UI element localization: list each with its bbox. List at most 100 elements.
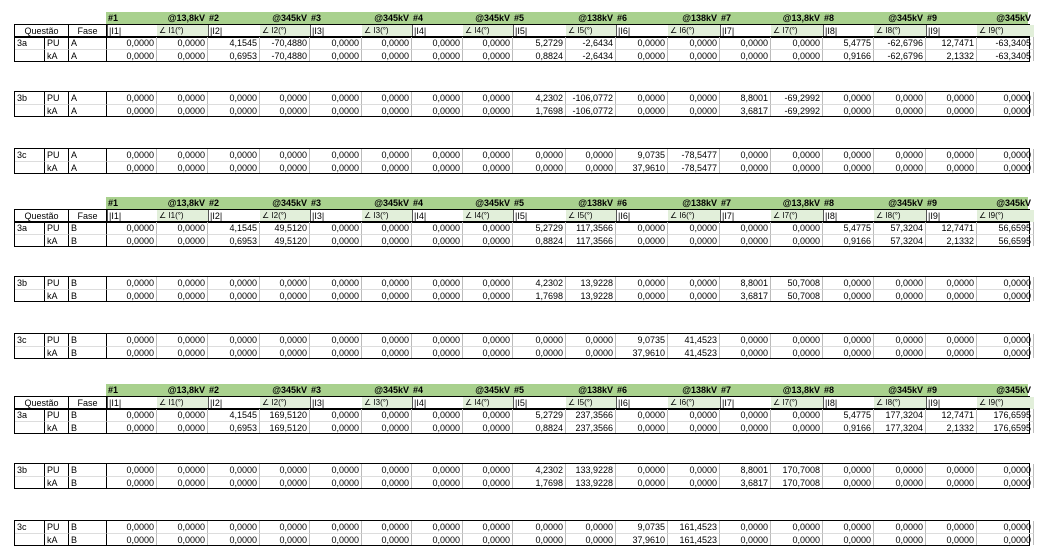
- value-cell: 4,1545: [208, 37, 260, 49]
- value-cell: 0,0000: [720, 421, 771, 433]
- value-cell: 0,0000: [157, 277, 208, 289]
- value-cell: 0,8824: [513, 49, 566, 61]
- value-cell: 0,0000: [926, 289, 977, 301]
- value-cell: 0,0000: [823, 476, 874, 488]
- value-cell: 0,0000: [977, 149, 1034, 161]
- value-cell: 0,0000: [107, 521, 157, 533]
- bus-number-label: #8: [824, 198, 835, 208]
- value-cell: 0,0000: [874, 104, 926, 116]
- value-cell: 0,0000: [362, 464, 412, 476]
- magnitude-header-7: |I7|: [720, 397, 771, 409]
- magnitude-header-8: |I8|: [823, 397, 874, 409]
- angle-header-7: ∠ I7(°): [771, 210, 823, 222]
- questao-cell: 3b: [15, 277, 45, 289]
- value-cell: 9,0735: [616, 149, 668, 161]
- value-cell: 0,0000: [771, 346, 823, 358]
- value-cell: 0,0000: [616, 464, 668, 476]
- value-cell: 57,3204: [874, 222, 926, 234]
- value-cell: 5,2729: [513, 222, 566, 234]
- value-cell: 0,0000: [107, 104, 157, 116]
- value-cell: 0,0000: [362, 346, 412, 358]
- value-cell: 8,8001: [720, 92, 771, 104]
- table-row: 3a PU A 0,0000 0,0000 4,1545 -70,4880 0,0000 0,0…: [15, 37, 1034, 49]
- value-cell: 237,3566: [566, 421, 616, 433]
- bus-number-label: #6: [617, 13, 628, 23]
- questao-cell: 3b: [15, 464, 45, 476]
- value-cell: 0,0000: [107, 334, 157, 346]
- value-cell: 0,0000: [208, 476, 260, 488]
- value-cell: 0,0000: [157, 464, 208, 476]
- fase-cell: B: [69, 521, 107, 533]
- value-cell: 0,0000: [823, 277, 874, 289]
- value-cell: 0,0000: [616, 49, 668, 61]
- value-cell: 37,9610: [616, 161, 668, 173]
- fase-cell: B: [69, 421, 107, 433]
- value-cell: 0,0000: [157, 476, 208, 488]
- value-cell: 0,0000: [362, 409, 412, 421]
- angle-header-5: ∠ I5(°): [566, 25, 616, 37]
- table-row: kA A 0,0000 0,0000 0,6953 -70,4880 0,0000 0,000…: [15, 49, 1034, 61]
- question-block-3b: 3b PU B 0,0000 0,0000 0,0000 0,0000 0,0000 0,000…: [14, 276, 1034, 302]
- value-cell: 0,0000: [107, 234, 157, 246]
- value-cell: 133,9228: [566, 476, 616, 488]
- questao-cell: 3a: [15, 222, 45, 234]
- angle-header-1: ∠ I1(°): [157, 397, 208, 409]
- value-cell: 0,6953: [208, 421, 260, 433]
- value-cell: 0,0000: [362, 334, 412, 346]
- value-cell: 0,0000: [616, 92, 668, 104]
- value-cell: 0,0000: [362, 533, 412, 545]
- value-cell: 0,0000: [412, 409, 463, 421]
- value-cell: 0,0000: [874, 92, 926, 104]
- bus-voltage-label: @345kV: [272, 385, 307, 395]
- value-cell: 5,4775: [823, 409, 874, 421]
- value-cell: 3,6817: [720, 289, 771, 301]
- value-cell: 0,0000: [874, 533, 926, 545]
- value-cell: 0,0000: [720, 521, 771, 533]
- magnitude-header-3: |I3|: [310, 397, 362, 409]
- value-cell: 0,0000: [977, 92, 1034, 104]
- bus-number-label: #5: [514, 198, 525, 208]
- bus-voltage-label: @13,8kV: [782, 385, 820, 395]
- value-cell: 0,0000: [107, 289, 157, 301]
- questao-cell: 3a: [15, 37, 45, 49]
- bus-voltage-label: @13,8kV: [167, 198, 205, 208]
- bus-voltage-label: @345kV: [996, 198, 1031, 208]
- value-cell: -62,6796: [874, 37, 926, 49]
- questao-cell: 3c: [15, 521, 45, 533]
- value-cell: 0,0000: [107, 421, 157, 433]
- angle-header-8: ∠ I8(°): [874, 210, 926, 222]
- value-cell: 0,0000: [874, 161, 926, 173]
- value-cell: 0,0000: [362, 49, 412, 61]
- value-cell: 0,0000: [668, 49, 720, 61]
- table-row: kA B 0,0000 0,0000 0,6953 169,5120 0,0000 0,000…: [15, 421, 1034, 433]
- bus-number-label: #9: [927, 13, 938, 23]
- unit-cell: kA: [45, 421, 69, 433]
- angle-header-1: ∠ I1(°): [157, 210, 208, 222]
- value-cell: 0,0000: [362, 277, 412, 289]
- value-cell: 0,0000: [157, 92, 208, 104]
- value-cell: 0,0000: [977, 334, 1034, 346]
- table-row: kA B 0,0000 0,0000 0,6953 49,5120 0,0000 0,0000…: [15, 234, 1034, 246]
- unit-cell: PU: [45, 277, 69, 289]
- bus-number-label: #3: [311, 13, 322, 23]
- value-cell: -63,3405: [977, 37, 1034, 49]
- value-cell: 0,0000: [616, 37, 668, 49]
- value-cell: 0,0000: [260, 277, 310, 289]
- value-cell: 0,9166: [823, 234, 874, 246]
- table-row: 3b PU B 0,0000 0,0000 0,0000 0,0000 0,0000 0,000…: [15, 277, 1034, 289]
- value-cell: 0,0000: [771, 421, 823, 433]
- value-cell: 0,0000: [463, 104, 513, 116]
- angle-header-9: ∠ I9(°): [977, 210, 1034, 222]
- value-cell: 0,0000: [412, 161, 463, 173]
- question-block-3c: 3c PU B 0,0000 0,0000 0,0000 0,0000 0,0000 0,000…: [14, 333, 1034, 359]
- unit-cell: PU: [45, 92, 69, 104]
- unit-cell: PU: [45, 409, 69, 421]
- fase-cell: B: [69, 234, 107, 246]
- value-cell: 0,0000: [926, 521, 977, 533]
- fase-cell: B: [69, 346, 107, 358]
- bus-number-label: #1: [108, 198, 119, 208]
- magnitude-header-2: |I2|: [208, 210, 260, 222]
- angle-header-1: ∠ I1(°): [157, 25, 208, 37]
- value-cell: 0,0000: [874, 289, 926, 301]
- value-cell: -70,4880: [260, 49, 310, 61]
